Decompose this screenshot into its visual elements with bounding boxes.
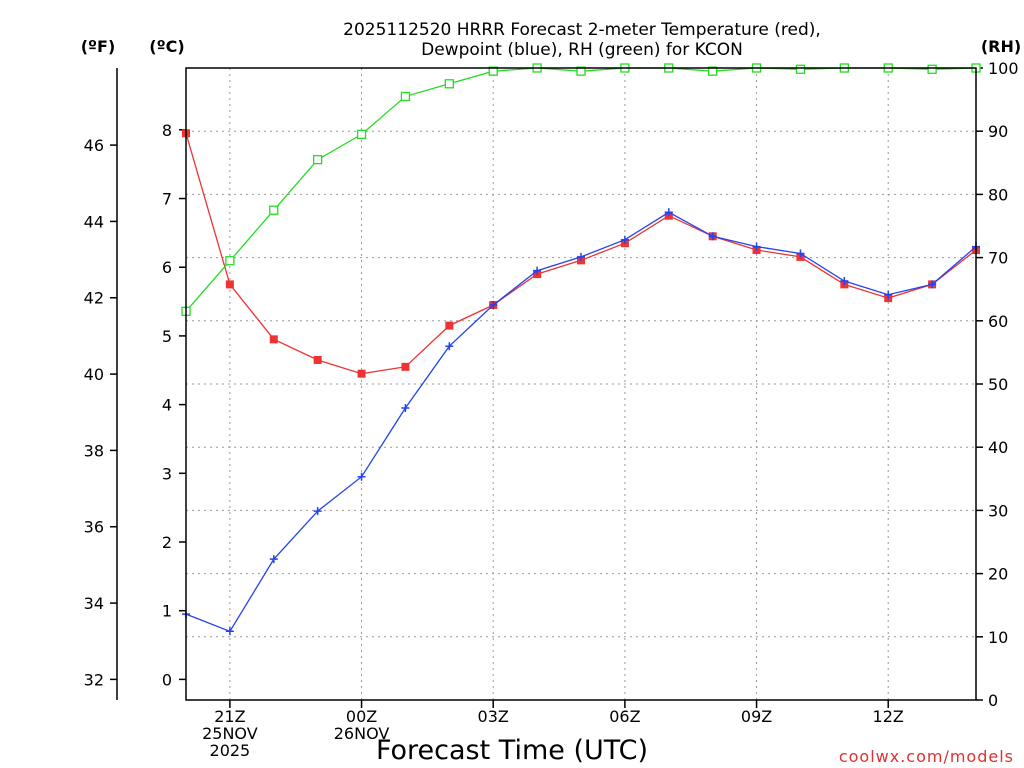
grid xyxy=(186,68,976,700)
dewpoint-point xyxy=(225,627,234,636)
dewpoint-point xyxy=(489,301,498,309)
dewpoint-line xyxy=(185,211,977,633)
rh-point xyxy=(708,66,718,76)
x-tick-label: 06Z xyxy=(609,707,640,726)
rh-point xyxy=(576,66,586,76)
rh-tick-label: 100 xyxy=(988,59,1019,78)
fahrenheit-axis: 32 34 36 38 40 42 44 46 xyxy=(84,68,118,700)
dewpoint-point xyxy=(620,235,629,244)
series-rh xyxy=(181,63,981,316)
fahrenheit-tick-label: 38 xyxy=(84,441,104,460)
x-tick-label: 21Z xyxy=(214,707,245,726)
fahrenheit-tick-label: 46 xyxy=(84,136,104,155)
celsius-tick-label: 1 xyxy=(162,602,172,621)
x-tick-label: 09Z xyxy=(741,707,772,726)
celsius-tick-label: 6 xyxy=(162,258,172,277)
dewpoint-point xyxy=(840,276,849,285)
rh-point xyxy=(444,79,454,89)
rh-tick-label: 10 xyxy=(988,628,1008,647)
rh-line xyxy=(185,67,977,312)
dewpoint-point xyxy=(664,208,673,217)
rh-axis: 0 10 20 30 40 50 60 70 80 90 100 xyxy=(976,59,1019,710)
chart-title-line1: 2025112520 HRRR Forecast 2-meter Tempera… xyxy=(343,20,821,40)
rh-tick-label: 0 xyxy=(988,691,998,710)
temperature-point xyxy=(269,335,278,344)
temperature-point xyxy=(401,362,410,371)
rh-point xyxy=(356,129,367,140)
fahrenheit-tick-label: 40 xyxy=(84,365,104,384)
rh-point xyxy=(269,205,279,215)
x-tick-label: 2025 xyxy=(210,741,251,760)
rh-tick-label: 80 xyxy=(988,185,1008,204)
credit-text: coolwx.com/models xyxy=(839,747,1014,766)
rh-point xyxy=(225,256,235,266)
rh-tick-label: 70 xyxy=(988,249,1008,268)
dewpoint-point xyxy=(708,232,717,241)
x-axis-label: Forecast Time (UTC) xyxy=(376,735,648,766)
temperature-point xyxy=(225,280,234,289)
celsius-tick-label: 3 xyxy=(162,464,172,483)
x-tick-label: 12Z xyxy=(873,707,904,726)
fahrenheit-unit-label: (ºF) xyxy=(81,37,116,56)
fahrenheit-tick-label: 44 xyxy=(84,212,104,231)
rh-tick-label: 50 xyxy=(988,375,1008,394)
plot-frame xyxy=(185,67,977,701)
dewpoint-point xyxy=(533,266,542,275)
rh-point xyxy=(488,66,498,76)
celsius-axis: 0 1 2 3 4 5 6 7 8 xyxy=(162,121,186,689)
rh-tick-label: 60 xyxy=(988,312,1008,331)
x-tick-label: 26NOV xyxy=(334,724,390,743)
dewpoint-point xyxy=(577,252,585,261)
celsius-tick-label: 7 xyxy=(162,190,172,209)
series-dewpoint xyxy=(182,208,980,636)
dewpoint-point xyxy=(752,242,761,251)
celsius-tick-label: 8 xyxy=(162,121,172,140)
dewpoint-point xyxy=(401,404,410,413)
temperature-point xyxy=(313,355,322,364)
dewpoint-point xyxy=(928,280,937,289)
dewpoint-point xyxy=(269,555,278,564)
x-tick-label: 03Z xyxy=(478,707,509,726)
series-layer xyxy=(181,63,981,636)
celsius-tick-label: 4 xyxy=(162,396,172,415)
celsius-tick-label: 5 xyxy=(162,327,172,346)
rh-point xyxy=(400,91,411,102)
temperature-point xyxy=(357,369,366,378)
fahrenheit-tick-label: 32 xyxy=(84,670,104,689)
rh-tick-label: 30 xyxy=(988,501,1008,520)
x-tick-label: 25NOV xyxy=(202,724,258,743)
fahrenheit-tick-label: 36 xyxy=(84,518,104,537)
rh-tick-label: 40 xyxy=(988,438,1008,457)
celsius-tick-label: 0 xyxy=(162,670,172,689)
rh-unit-label: (RH) xyxy=(981,37,1021,56)
fahrenheit-tick-label: 42 xyxy=(84,289,104,308)
rh-point xyxy=(927,64,937,74)
dewpoint-point xyxy=(313,507,322,516)
temperature-point xyxy=(445,321,454,330)
x-tick-label: 00Z xyxy=(346,707,377,726)
rh-point xyxy=(313,154,323,165)
dewpoint-point xyxy=(445,342,454,351)
chart-title-line2: Dewpoint (blue), RH (green) for KCON xyxy=(421,40,743,60)
rh-tick-label: 20 xyxy=(988,565,1008,584)
celsius-tick-label: 2 xyxy=(162,533,172,552)
rh-point xyxy=(795,64,806,74)
celsius-unit-label: (ºC) xyxy=(149,37,184,56)
dewpoint-point xyxy=(357,472,366,481)
rh-tick-label: 90 xyxy=(988,122,1008,141)
dewpoint-point xyxy=(796,249,805,258)
dewpoint-point xyxy=(884,290,893,299)
fahrenheit-tick-label: 34 xyxy=(84,594,104,613)
